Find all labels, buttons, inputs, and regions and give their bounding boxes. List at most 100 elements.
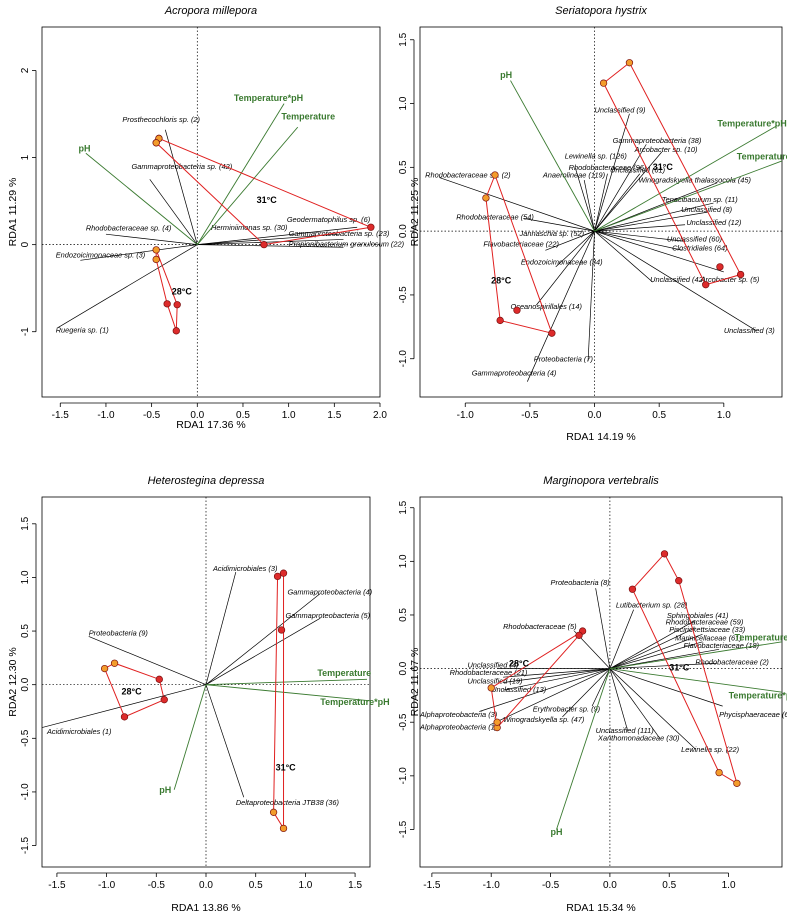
x-tick-label: 0.5 [662,880,676,891]
species-label: Jannaschia sp. (52) [519,229,585,238]
species-label: Rhodobacteraceae sp. (2) [425,171,511,180]
sample-point [487,684,495,692]
species-vector [609,620,696,669]
sample-point [155,675,163,683]
panel-seriatopora-hystrix: Seriatopora hystrix -1.0 -0.5 0.0 0.5 1.0 -1.0… [398,5,787,443]
species-label: Unclassified (42) [650,275,706,284]
env-vector [205,684,371,702]
species-vector [609,641,703,669]
y-tick-label: 1.5 [398,32,409,46]
species-label: Xanthomonadaceae (30) [597,733,680,742]
group-label: 28°C [172,286,193,296]
env-vector [196,126,299,245]
sample-point [120,713,129,721]
env-vector [594,160,783,232]
species-vector [609,668,661,739]
species-label: Endozoicimonaceae sp. (3) [56,251,146,260]
y-tick-label: 0.5 [398,160,409,174]
species-vector [105,233,198,245]
species-vector [479,668,611,712]
x-tick-label: 1.5 [327,410,341,421]
species-label: Unclassified (3) [724,326,775,335]
y-tick-label: 2 [20,67,31,73]
y-tick-label: 0.0 [20,677,31,691]
y-axis-label: RDA2 11.25 % [409,178,421,247]
sample-point [491,171,499,179]
species-label: Rhodobacteraceae (54) [456,213,534,222]
sample-point [100,664,109,673]
species-vector [609,662,717,669]
group-label: 28°C [491,275,512,285]
env-vector-label: Temperature*pH [234,93,303,103]
x-tick-label: -1.5 [423,880,441,891]
sample-point [163,300,171,308]
species-label: Alphaproteobacteria (1) [419,723,498,732]
species-label: Unclassified (12) [686,218,742,227]
panel-title: Acropora millepora [164,5,257,17]
species-label: Unclassified (13) [491,685,547,694]
species-label: Marinicellaceae (61) [675,634,742,643]
env-vector [205,678,368,686]
species-label: Gammaproteobacteria (4) [472,368,557,377]
group-label: 31°C [276,762,297,772]
sample-point [628,585,637,593]
species-vector [439,177,595,232]
species-label: Deltaproteobacteria JTB38 (36) [236,798,340,807]
env-vector [594,126,776,232]
species-label: Anaerolineae (119) [542,171,606,180]
y-tick-label: -1.0 [20,783,31,801]
sample-point [513,306,521,314]
env-vector-label: pH [500,70,512,80]
y-tick-label: -1 [20,327,31,336]
env-vector [173,684,207,790]
x-tick-label: -1.5 [48,880,66,891]
y-tick-label: -1.0 [398,767,409,785]
env-vector [609,641,783,670]
group-hull [273,572,285,831]
species-vector [526,230,595,382]
x-axis-label: RDA1 15.34 % [566,902,635,914]
sample-point [493,718,501,726]
species-vector [503,668,610,691]
x-tick-label: -0.5 [148,880,166,891]
y-tick-label: -0.5 [398,286,409,304]
group-label: 28°C [122,686,143,696]
sample-point [260,240,268,249]
species-vector [503,668,610,683]
species-vector [41,684,207,728]
env-vector-label: Temperature [317,668,371,678]
sample-point [110,659,119,667]
env-vector-label: pH [79,143,91,153]
species-vector [164,129,198,245]
species-label: Arcobacter sp. (10) [634,145,698,154]
species-label: Proteobacteria (8) [551,578,611,587]
sample-point [736,270,745,279]
x-tick-label: 0.0 [199,880,213,891]
species-label: Propionibacterium granulosum (22) [289,239,405,248]
group-label: 28°C [509,658,530,668]
x-tick-label: 0.0 [603,880,617,891]
env-vector [556,668,611,830]
env-vector-label: Temperature*pH [320,697,389,707]
species-vector [197,226,358,245]
x-tick-label: 0.5 [652,410,666,421]
sample-point [716,263,724,271]
y-tick-label: -1.0 [398,350,409,368]
env-vector-label: Temperature [281,111,335,121]
species-vector [205,593,321,685]
sample-point [160,696,168,704]
species-label: Gammaproteobacteria (4) [288,588,373,597]
sample-point [482,194,490,202]
y-tick-label: 1.0 [20,570,31,584]
x-tick-label: 1.5 [348,880,362,891]
species-vector [587,231,595,362]
species-label: Herminiimonas sp. (30) [211,223,288,232]
species-vector [594,202,714,232]
species-vector [523,218,595,232]
species-vector [609,668,696,750]
species-vector [149,179,198,245]
y-tick-label: -1.5 [20,836,31,854]
species-label: Lutibacterium sp. (28) [616,600,688,609]
species-vector [609,627,696,669]
x-tick-label: 2.0 [373,410,387,421]
